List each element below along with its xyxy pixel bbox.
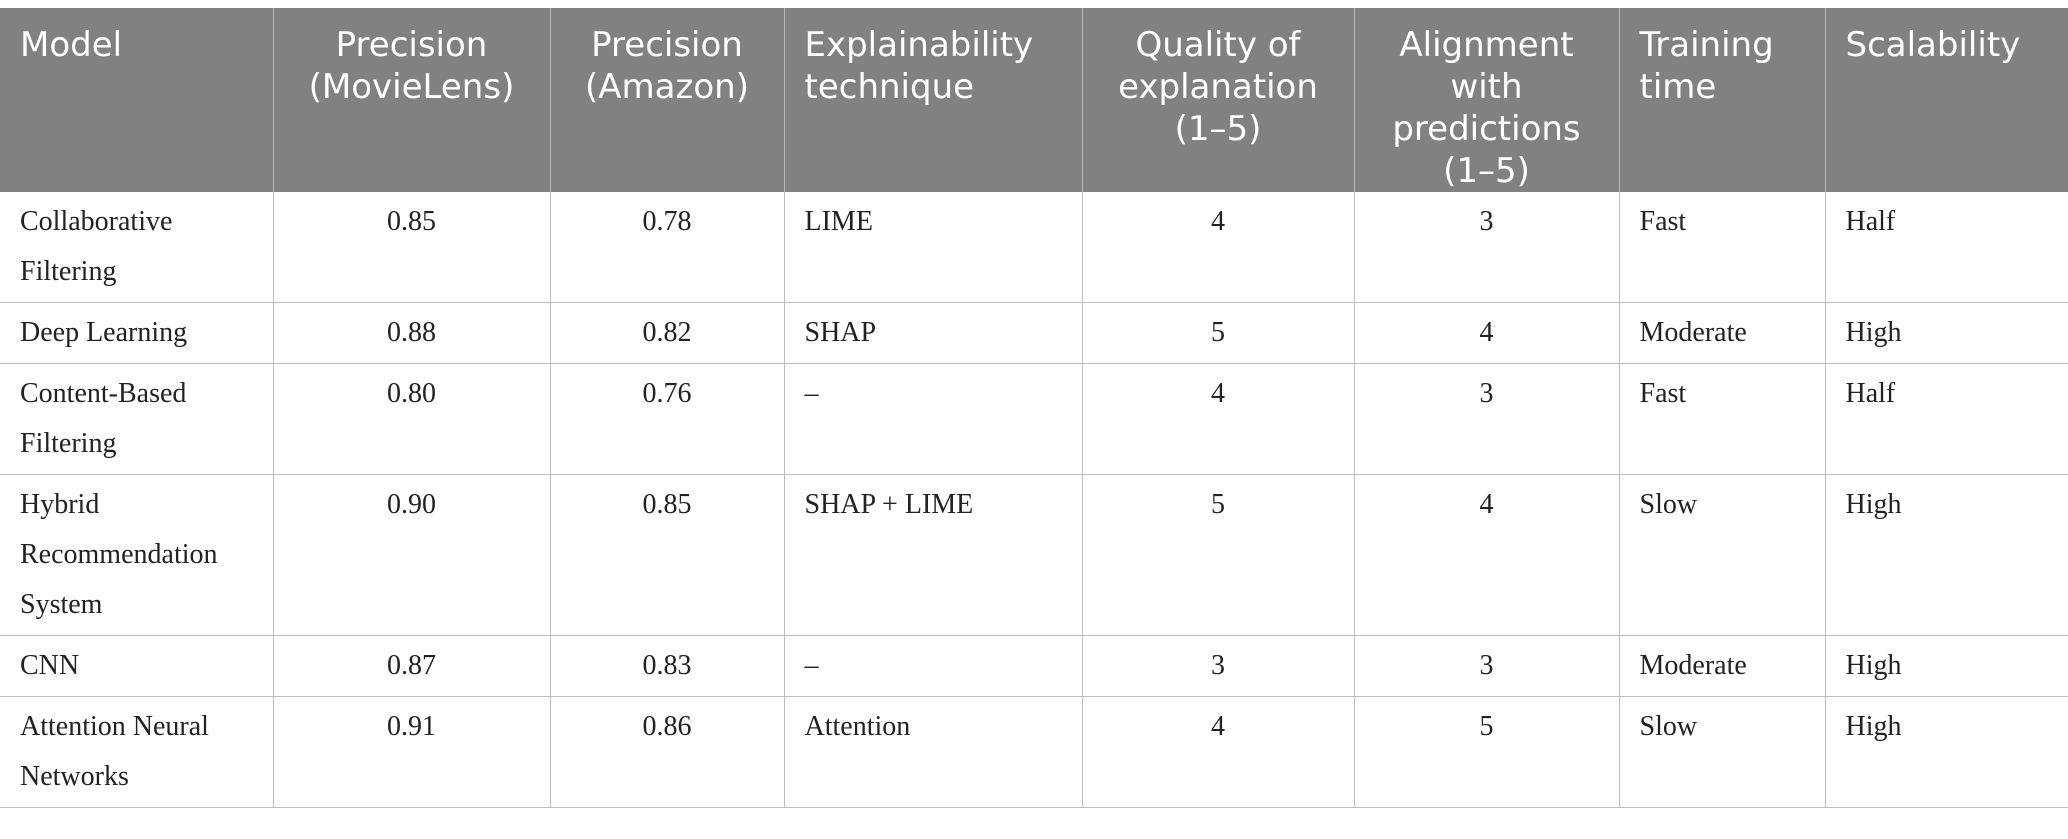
cell-explainability-technique: Attention [784,696,1083,808]
cell-explainability-technique: SHAP + LIME [784,474,1083,636]
table-row: Deep Learning 0.88 0.82 SHAP 5 4 Moderat… [0,302,2068,364]
cell-precision-movielens: 0.85 [273,192,551,303]
cell-training-time: Fast [1619,363,1826,475]
cell-alignment-with-predictions: 4 [1354,474,1620,636]
column-header-quality-of-explanation: Quality of explanation (1–5) [1082,8,1355,192]
cell-precision-movielens: 0.90 [273,474,551,636]
cell-alignment-with-predictions: 3 [1354,192,1620,303]
table-row: Content-Based Filtering 0.80 0.76 – 4 3 … [0,363,2068,475]
table-row: Collaborative Filtering 0.85 0.78 LIME 4… [0,192,2068,303]
cell-scalability: High [1825,474,2068,636]
cell-precision-amazon: 0.76 [550,363,785,475]
cell-precision-movielens: 0.88 [273,302,551,364]
cell-precision-amazon: 0.85 [550,474,785,636]
cell-model: Hybrid Recommendation System [0,474,274,636]
table-row: Attention Neural Networks 0.91 0.86 Atte… [0,696,2068,808]
cell-quality-of-explanation: 3 [1082,635,1355,697]
column-header-alignment-with-predictions: Alignment with predictions (1–5) [1354,8,1620,192]
cell-precision-movielens: 0.91 [273,696,551,808]
cell-precision-movielens: 0.87 [273,635,551,697]
header-row: Model Precision (MovieLens) Precision (A… [0,8,2068,192]
column-header-explainability-technique: Explainability technique [784,8,1083,192]
cell-scalability: High [1825,696,2068,808]
table-row: CNN 0.87 0.83 – 3 3 Moderate High [0,635,2068,697]
cell-explainability-technique: SHAP [784,302,1083,364]
comparison-table: Model Precision (MovieLens) Precision (A… [0,8,2068,808]
cell-alignment-with-predictions: 5 [1354,696,1620,808]
cell-quality-of-explanation: 5 [1082,474,1355,636]
column-header-model: Model [0,8,274,192]
cell-explainability-technique: – [784,635,1083,697]
cell-precision-amazon: 0.78 [550,192,785,303]
cell-training-time: Moderate [1619,302,1826,364]
cell-precision-amazon: 0.86 [550,696,785,808]
cell-alignment-with-predictions: 4 [1354,302,1620,364]
cell-alignment-with-predictions: 3 [1354,363,1620,475]
cell-precision-amazon: 0.82 [550,302,785,364]
cell-model: Deep Learning [0,302,274,364]
cell-model: Attention Neural Networks [0,696,274,808]
cell-explainability-technique: – [784,363,1083,475]
cell-quality-of-explanation: 4 [1082,192,1355,303]
cell-quality-of-explanation: 4 [1082,363,1355,475]
cell-precision-movielens: 0.80 [273,363,551,475]
cell-alignment-with-predictions: 3 [1354,635,1620,697]
cell-scalability: High [1825,635,2068,697]
cell-training-time: Moderate [1619,635,1826,697]
cell-training-time: Slow [1619,696,1826,808]
cell-quality-of-explanation: 5 [1082,302,1355,364]
cell-model: CNN [0,635,274,697]
cell-training-time: Slow [1619,474,1826,636]
table-row: Hybrid Recommendation System 0.90 0.85 S… [0,474,2068,636]
cell-scalability: Half [1825,363,2068,475]
cell-model: Collaborative Filtering [0,192,274,303]
cell-explainability-technique: LIME [784,192,1083,303]
column-header-scalability: Scalability [1825,8,2068,192]
column-header-precision-amazon: Precision (Amazon) [550,8,785,192]
cell-scalability: High [1825,302,2068,364]
column-header-precision-movielens: Precision (MovieLens) [273,8,551,192]
column-header-training-time: Training time [1619,8,1826,192]
cell-model: Content-Based Filtering [0,363,274,475]
cell-training-time: Fast [1619,192,1826,303]
cell-quality-of-explanation: 4 [1082,696,1355,808]
cell-precision-amazon: 0.83 [550,635,785,697]
cell-scalability: Half [1825,192,2068,303]
